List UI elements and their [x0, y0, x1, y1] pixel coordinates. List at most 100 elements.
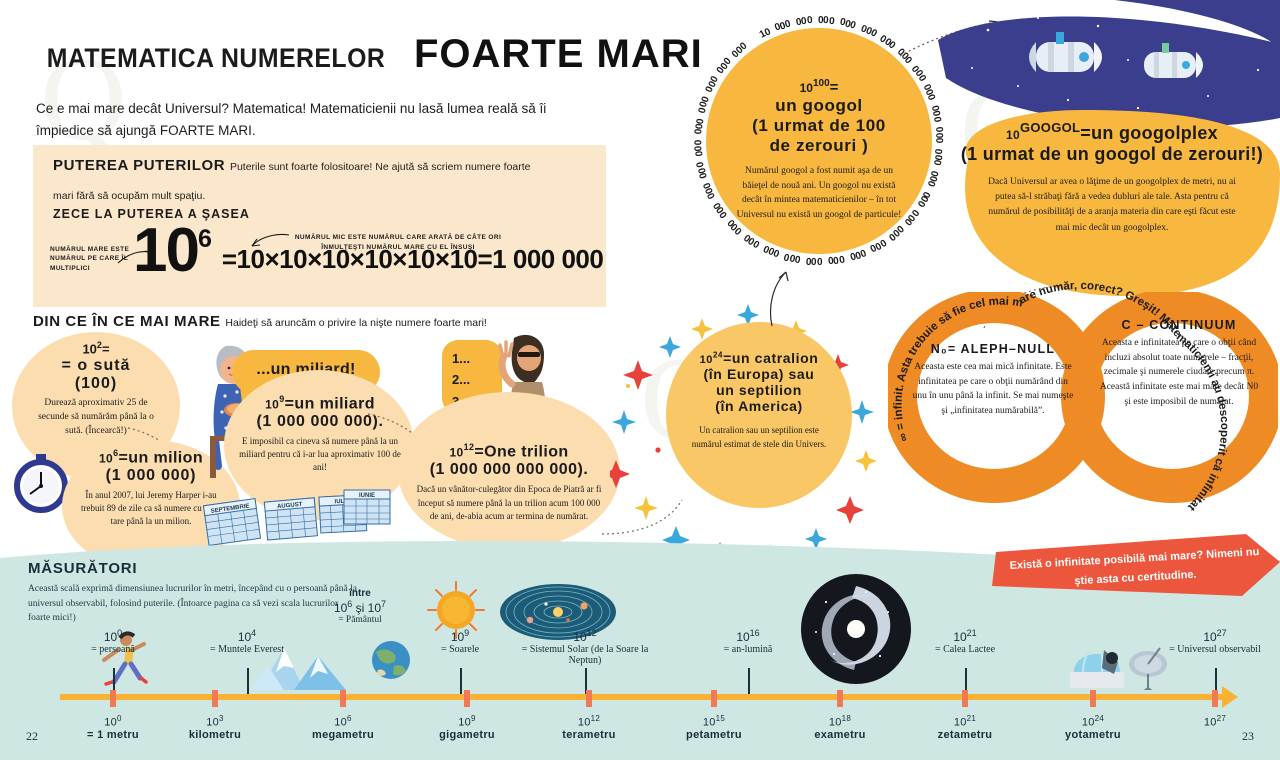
googolplex-base: 10 [1006, 128, 1020, 142]
scale-upper-exp: 0 [117, 628, 123, 638]
scale-tick-exp: 9 [471, 714, 476, 723]
page-number-right: 23 [1242, 729, 1254, 743]
scale-tick-exp: 27 [1216, 714, 1227, 723]
scale-upper-name: = an-lumină [723, 644, 773, 655]
scale-tick-exp: 21 [966, 714, 977, 723]
scale-upper-power: 109 [450, 628, 470, 644]
powers-subheading: ZECE LA PUTEREA A ŞASEA [53, 207, 250, 221]
scale-tick-label: 1015 petametru [639, 714, 789, 741]
million-title-text: =un milion [118, 449, 203, 467]
earth-p1-exp: 6 [347, 599, 353, 609]
page-number-left: 22 [26, 729, 38, 743]
scale-tick-power: 1021 [953, 714, 977, 729]
bubble-googol-content: 10100= un googol (1 urmat de 100 de zero… [706, 78, 932, 223]
bubble-million-content: 106=un milion (1 000 000) În anul 2007, … [62, 448, 240, 528]
scale-upper-exp: 12 [586, 628, 597, 638]
billion-body: E imposibil ca cineva să numere până la … [239, 436, 401, 473]
scale-tick-unit: exametru [814, 728, 866, 741]
billion-exp: 9 [279, 394, 285, 404]
scale-tick-unit: gigametru [439, 728, 495, 741]
hundred-title: = o sută [61, 357, 131, 375]
solar-system-illustration [500, 584, 616, 640]
googol-ring-digit: 0 [694, 117, 707, 125]
aleph-null-block: N₀= ALEPH–NULL Aceasta este cea mai mică… [902, 342, 1084, 419]
bubble-trillion-content: 1012=One trilion (1 000 000 000 000). Da… [394, 442, 624, 524]
earth-label-powers: 106 şi 107 [300, 599, 420, 615]
billion-title2: (1 000 000 000). [256, 413, 384, 431]
trillion-title: 1012=One trilion [394, 442, 624, 461]
svg-text:IUNIE: IUNIE [359, 493, 375, 499]
count-2: 2... [452, 372, 471, 388]
scale-upper-name: = Muntele Everest [210, 644, 284, 655]
svg-text:SEPTEMBRIE: SEPTEMBRIE [210, 503, 249, 514]
scale-upper-stem [1215, 668, 1217, 694]
continuum-body: Aceasta e infinitatea pe care o obţii câ… [1099, 338, 1259, 407]
googolplex-exp: GOOGOL [1019, 120, 1081, 135]
observatory-illustration [1070, 647, 1167, 690]
intro-paragraph: Ce e mai mare decât Universul? Matematic… [36, 101, 547, 139]
scale-tick-power: 1018 [828, 714, 852, 729]
powers-note-right: NUMĂRUL MIC ESTE NUMĂRUL CARE ARATĂ DE C… [294, 234, 502, 251]
continuum-title: C – CONTINUUM [1121, 318, 1237, 332]
powers-panel: PUTEREA PUTERILOR Puterile sunt foarte f… [33, 145, 606, 307]
scale-upper-power: 1027 [1203, 628, 1227, 644]
trillion-title-text: =One trilion [474, 443, 569, 461]
earth-p2-base: 10 [367, 601, 382, 615]
googol-ring-digit: 0 [693, 145, 705, 152]
scale-upper-label: 1027 = Universul observabil [1140, 628, 1280, 655]
scale-tick-label: 100 = 1 metru [38, 714, 188, 741]
earth-p1-base: 10 [333, 601, 348, 615]
scale-upper-exp: 16 [749, 628, 760, 638]
scale-tick-power: 106 [334, 714, 352, 729]
scale-tick-power: 103 [206, 714, 224, 729]
scale-upper-stem [748, 668, 750, 694]
scale-tick-exp: 12 [590, 714, 601, 723]
scale-upper-exp: 4 [251, 628, 257, 638]
scale-tick [340, 690, 346, 707]
scale-tick-exp: 3 [219, 714, 224, 723]
arrow-left-icon [117, 250, 154, 264]
scale-tick [212, 690, 218, 707]
earth-label-line3: = Pământul [338, 615, 382, 625]
galaxy-illustration [801, 574, 911, 684]
hundred-eq: = [101, 341, 110, 357]
scale-tick-power: 109 [458, 714, 476, 729]
scale-upper-power: 1012 [573, 628, 597, 644]
scale-tick-label: 109 gigametru [392, 714, 542, 741]
scale-tick-unit: terametru [562, 728, 616, 741]
googol-ring-digit: 0 [693, 140, 705, 146]
scale-tick-unit: zetametru [937, 728, 993, 741]
scale-upper-name: = Universul observabil [1169, 644, 1261, 655]
scale-tick-label: 106 megametru [268, 714, 418, 741]
dotted-arrow-icon [983, 285, 1061, 329]
scale-upper-exp: 9 [464, 628, 470, 638]
billion-title-text: =un miliard [284, 395, 375, 413]
mountain-illustration [250, 648, 346, 690]
googolplex-body: Dacă Universul ar avea o lăţime de un go… [988, 177, 1236, 233]
million-title: 106=un milion [62, 448, 240, 467]
svg-text:IULIE: IULIE [334, 498, 350, 505]
scale-tick-unit: megametru [312, 728, 374, 741]
earth-conj: şi [355, 601, 365, 615]
bubble-trillion [398, 392, 620, 550]
powers-heading-note2: mari fără să ocupăm mult spaţiu. [53, 190, 206, 202]
trillion-title2: (1 000 000 000 000). [429, 461, 589, 479]
catralion-title: 1024=un catralion [666, 350, 852, 366]
scale-tick-unit: yotametru [1065, 728, 1121, 741]
runner-illustration [102, 631, 148, 686]
bubble-googolplex-shape [965, 110, 1280, 297]
scale-upper-stem [460, 668, 462, 694]
scale-tick-label: 1027 [1140, 714, 1280, 729]
googol-ring-digit: 0 [827, 254, 835, 266]
scale-tick-power: 1027 [1203, 714, 1227, 729]
scale-tick-exp: 6 [347, 714, 352, 723]
calendar-iunie-illustration: IUNIE [343, 489, 391, 525]
measurement-band [0, 590, 1280, 760]
scale-tick [586, 690, 592, 707]
scale-upper-power: 104 [237, 628, 257, 644]
googol-ring-digit: 0 [693, 150, 706, 158]
googol-title2: (1 urmat de 100 [752, 116, 886, 135]
count-1: 1... [452, 351, 471, 366]
trillion-exp: 12 [463, 442, 475, 452]
